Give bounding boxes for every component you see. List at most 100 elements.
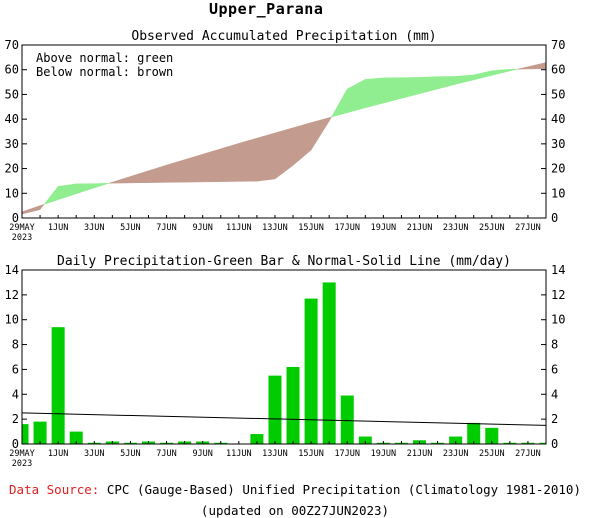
accumulated-xtick-label: 21JUN [407,223,433,233]
daily-precip-bar [358,436,372,444]
above-normal-area [437,76,456,90]
data-source-footer: Data Source: CPC (Gauge-Based) Unified P… [0,482,590,497]
above-normal-area [346,78,366,114]
accumulated-ytick-right-label: 0 [551,211,558,225]
data-source-text: CPC (Gauge-Based) Unified Precipitation … [106,482,581,497]
below-normal-area [112,176,131,184]
above-normal-area [473,70,493,81]
daily-precip-bar [449,436,463,444]
accumulated-ytick-right-label: 30 [551,137,565,151]
daily-precip-bar [33,421,47,444]
accumulated-xtick-label: 7JUN [156,223,176,233]
below-normal-area [108,181,113,184]
daily-ytick-right-label: 14 [551,263,565,277]
accumulated-ytick-right-label: 70 [551,38,565,52]
daily-ytick-left-label: 4 [12,387,19,401]
legend-above: Above normal: green [36,51,173,65]
daily-ytick-right-label: 4 [551,387,558,401]
accumulated-ytick-right-label: 40 [551,112,565,126]
daily-precip-bar [69,431,83,444]
accumulated-xtick-label: 15JUN [298,223,324,233]
daily-xtick-label: 1JUN [48,449,68,459]
daily-title: Daily Precipitation-Green Bar & Normal-S… [57,254,511,269]
daily-ytick-left-label: 8 [12,338,19,352]
below-normal-area [184,153,203,183]
below-normal-area [220,143,240,182]
daily-precip-bar [286,366,300,444]
daily-ytick-left-label: 12 [5,288,19,302]
above-normal-area [401,77,420,99]
updated-footer: (updated on 00Z27JUN2023) [200,503,390,518]
normal-line [21,412,547,426]
daily-xtick-label: 17JUN [334,449,360,459]
daily-xtick-label: 21JUN [407,449,433,459]
accumulated-ytick-left-label: 40 [5,112,19,126]
daily-frame [21,269,547,445]
daily-xtick-label: 5JUN [120,449,140,459]
below-normal-area [39,203,45,211]
accumulated-xtick-label: 23JUN [443,223,469,233]
accumulated-xtick-label: 1JUN [48,223,68,233]
daily-ytick-left-label: 10 [5,313,19,327]
above-normal-area [491,68,511,76]
accumulated-xtick-label: 29MAY [9,223,35,233]
legend-below: Below normal: brown [36,65,173,79]
daily-xtick-label: 19JUN [371,449,397,459]
accumulated-precipitation-chart: Observed Accumulated Precipitation (mm) 0… [5,29,566,243]
accumulated-ytick-left-label: 70 [5,38,19,52]
accumulated-ytick-right-label: 60 [551,63,565,77]
daily-xtick-year-label: 2023 [12,459,32,469]
daily-precip-bar [322,282,336,444]
daily-precip-bar [268,375,282,444]
daily-precip-bar [340,395,354,444]
daily-precip-bar [51,327,65,444]
below-normal-area [310,117,330,151]
daily-precipitation-chart: Daily Precipitation-Green Bar & Normal-S… [5,254,566,469]
accumulated-ytick-right-label: 10 [551,186,565,200]
daily-ytick-right-label: 6 [551,362,558,376]
below-normal-area [527,62,547,70]
daily-ytick-right-label: 10 [551,313,565,327]
accumulated-ytick-left-label: 60 [5,63,19,77]
accumulated-xtick-label: 13JUN [262,223,288,233]
daily-ytick-left-label: 14 [5,263,19,277]
above-normal-area [75,183,95,195]
daily-precip-bar [485,427,499,444]
accumulated-title: Observed Accumulated Precipitation (mm) [131,29,436,44]
data-source-label: Data Source: [9,482,100,497]
accumulated-ytick-left-label: 20 [5,162,19,176]
above-normal-area [383,77,402,104]
accumulated-xtick-label: 9JUN [192,223,212,233]
daily-precip-bar [22,424,29,444]
daily-ytick-right-label: 8 [551,338,558,352]
above-normal-area [57,183,77,201]
below-normal-area [130,170,149,184]
daily-precip-bar [539,442,546,444]
accumulated-xtick-label: 19JUN [371,223,397,233]
accumulated-ytick-left-label: 0 [12,211,19,225]
daily-xtick-label: 3JUN [84,449,104,459]
accumulated-ytick-right-label: 20 [551,162,565,176]
daily-precip-bar [467,422,481,444]
accumulated-ytick-right-label: 50 [551,87,565,101]
accumulated-xtick-label: 25JUN [479,223,505,233]
daily-ytick-right-label: 0 [551,437,558,451]
daily-precip-bar [250,434,264,444]
below-normal-area [148,164,167,183]
accumulated-ytick-left-label: 50 [5,87,19,101]
daily-ytick-right-label: 2 [551,412,558,426]
below-normal-area [202,148,222,183]
daily-ytick-right-label: 12 [551,288,565,302]
daily-xtick-label: 11JUN [226,449,252,459]
accumulated-ytick-left-label: 10 [5,186,19,200]
daily-xtick-label: 13JUN [262,449,288,459]
below-normal-area [292,122,312,166]
above-normal-area [43,185,59,205]
above-normal-area [94,182,109,189]
below-normal-area [238,137,258,182]
daily-xtick-label: 29MAY [9,449,35,459]
accumulated-xtick-year-label: 2023 [12,233,32,243]
daily-xtick-label: 9JUN [192,449,212,459]
daily-ytick-left-label: 0 [12,437,19,451]
accumulated-xtick-label: 17JUN [334,223,360,233]
